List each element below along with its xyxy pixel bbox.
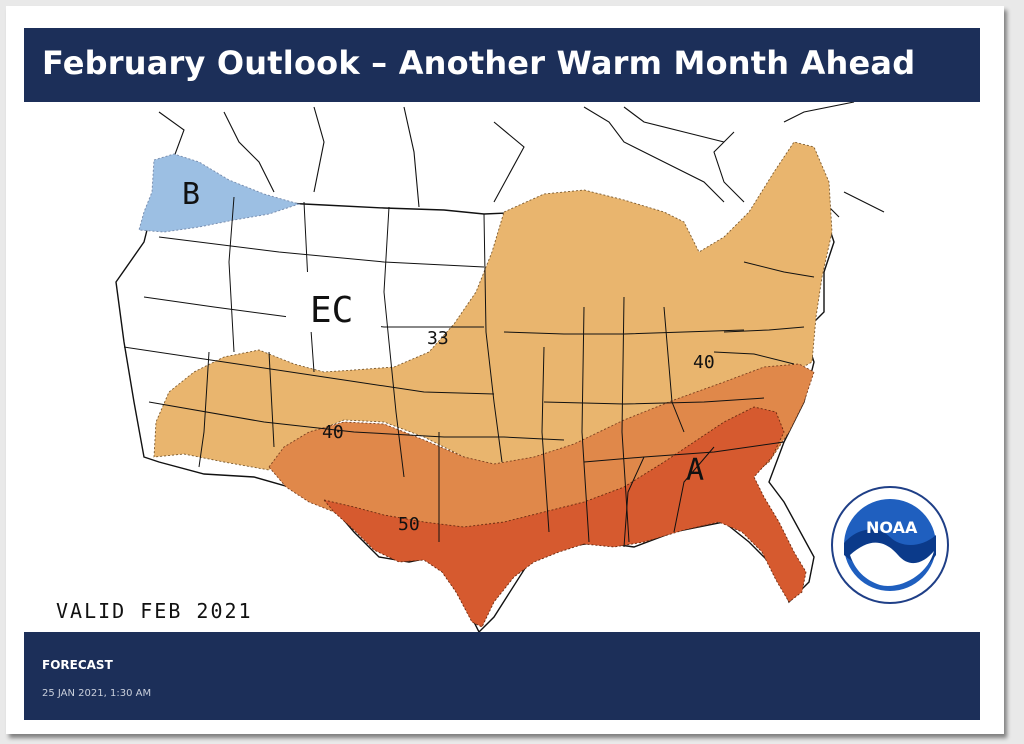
page-title: February Outlook – Another Warm Month Ah… — [42, 44, 916, 82]
contour-50-label: 50 — [398, 514, 420, 535]
ec-label-box — [286, 272, 381, 332]
title-bar: February Outlook – Another Warm Month Ah… — [24, 28, 980, 102]
below-normal-region — [138, 153, 301, 233]
footer-bar: FORECAST 25 JAN 2021, 1:30 AM — [24, 632, 980, 720]
contour-40-west-label: 40 — [322, 422, 344, 443]
equal-chances-label: EC — [310, 290, 353, 331]
outlook-card: February Outlook – Another Warm Month Ah… — [6, 6, 1004, 734]
above-50-region — [322, 406, 807, 628]
below-normal-label: B — [182, 177, 200, 212]
forecast-timestamp: 25 JAN 2021, 1:30 AM — [42, 688, 152, 699]
contour-40-east-label: 40 — [693, 352, 715, 373]
above-normal-label: A — [686, 453, 704, 488]
map-canvas: B EC 33 40 40 50 A VALID FEB 2021 NOAA — [56, 102, 958, 632]
noaa-logo: NOAA — [822, 477, 958, 613]
outlook-map: B EC 33 40 40 50 A VALID FEB 2021 NOAA — [24, 102, 980, 632]
valid-date-label: VALID FEB 2021 — [56, 599, 253, 623]
forecast-label: FORECAST — [42, 658, 113, 672]
noaa-logo-text: NOAA — [866, 518, 918, 537]
contour-33-label: 33 — [427, 328, 449, 349]
